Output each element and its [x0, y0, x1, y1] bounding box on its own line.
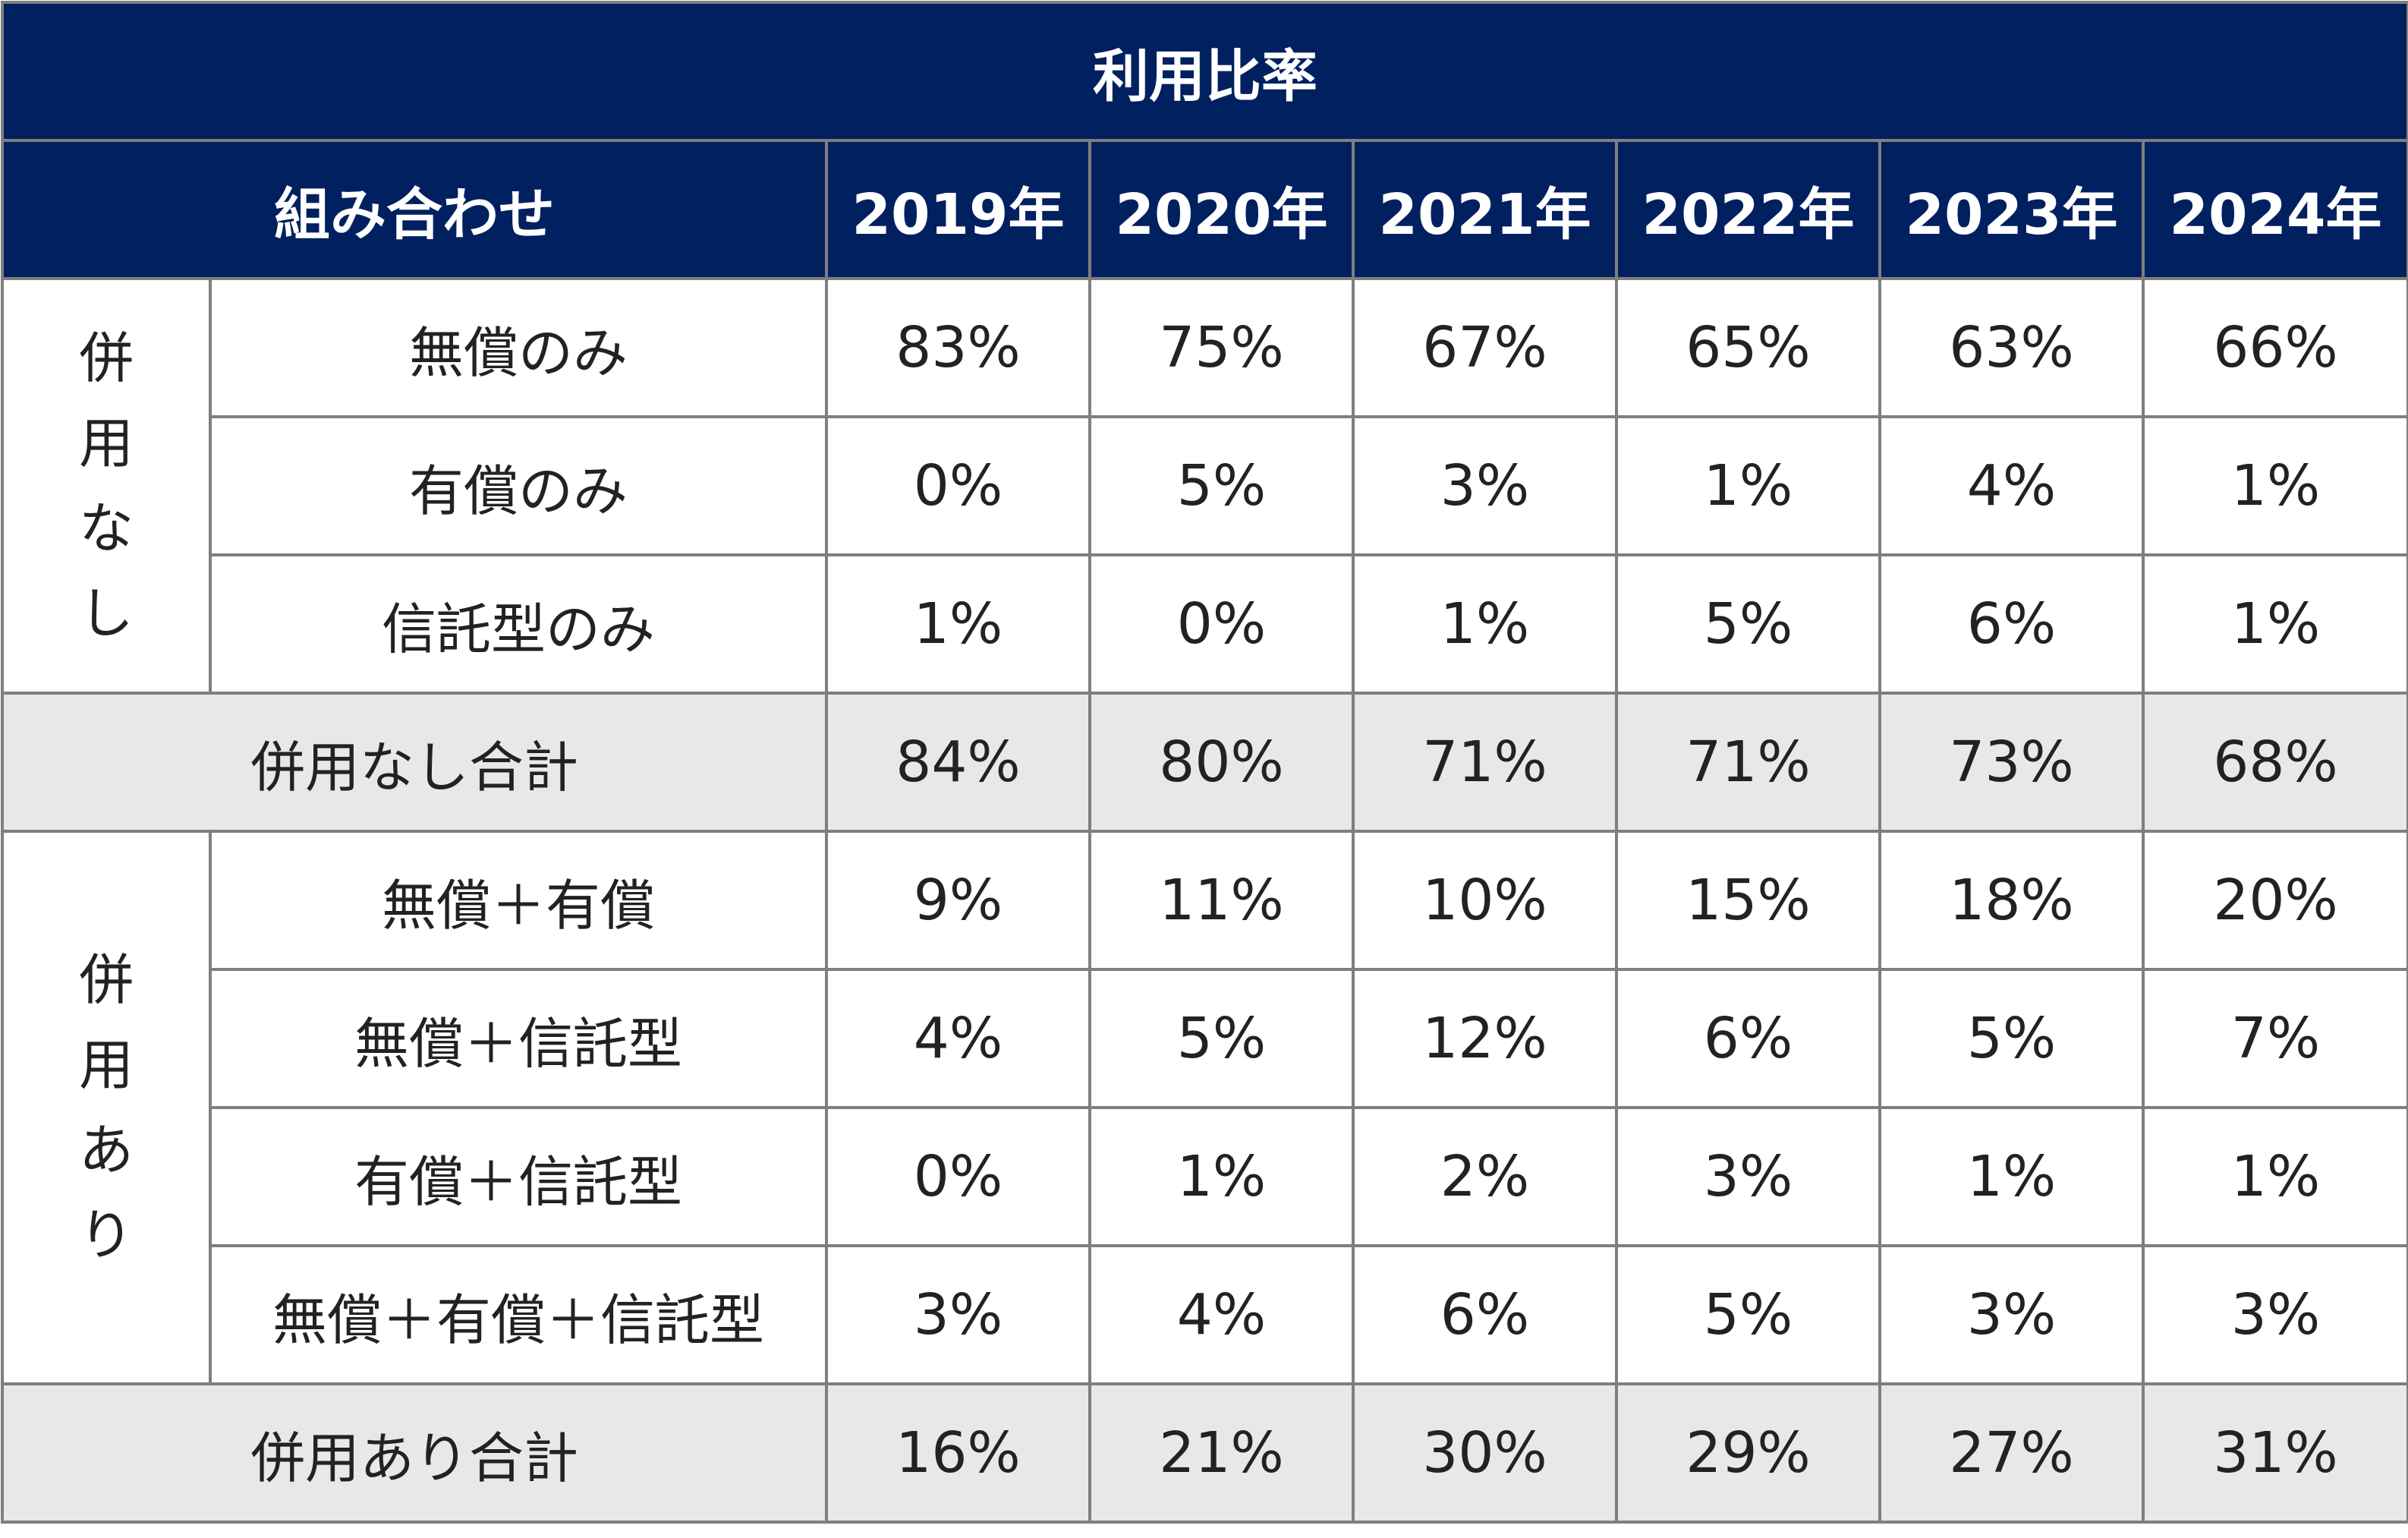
value-cell: 4%	[1088, 1244, 1355, 1385]
value-cell: 2%	[1352, 1106, 1618, 1247]
total-label: 併用なし合計	[1, 692, 828, 833]
total-label: 併用あり合計	[1, 1382, 828, 1524]
value-cell: 20%	[2142, 830, 2408, 971]
value-cell: 1%	[1088, 1106, 1355, 1247]
table-row: 併用あり 無償＋有償 9% 11% 10% 15% 18% 20%	[1, 830, 2408, 1385]
value-cell: 1%	[1352, 553, 1618, 695]
value-cell: 15%	[1615, 830, 1881, 971]
value-cell: 0%	[825, 415, 1091, 556]
value-cell: 0%	[1088, 553, 1355, 695]
value-cell: 75%	[1088, 277, 1355, 418]
value-cell: 5%	[1088, 968, 1355, 1109]
group-label: 併用あり	[78, 948, 134, 1267]
value-cell: 4%	[1878, 415, 2145, 556]
year-header: 2019年	[825, 139, 1091, 280]
table-row: 無償＋有償＋信託型 3% 4% 6% 5% 3% 3%	[2, 1244, 2408, 1385]
group-label-cell: 併用あり	[1, 830, 212, 1385]
table-row: 併用なし 無償のみ 83% 75% 67% 65% 63% 66%	[1, 277, 2408, 695]
total-value-cell: 84%	[825, 692, 1091, 833]
value-cell: 3%	[2142, 1244, 2408, 1385]
value-cell: 6%	[1615, 968, 1881, 1109]
combination-header: 組み合わせ	[1, 139, 828, 280]
total-value-cell: 73%	[1878, 692, 2145, 833]
value-cell: 5%	[1878, 968, 2145, 1109]
row-label: 有償＋信託型	[209, 1106, 828, 1247]
total-value-cell: 80%	[1088, 692, 1355, 833]
value-cell: 63%	[1878, 277, 2145, 418]
value-cell: 5%	[1615, 1244, 1881, 1385]
value-cell: 18%	[1878, 830, 2145, 971]
value-cell: 67%	[1352, 277, 1618, 418]
group-label: 併用なし	[78, 326, 134, 645]
total-value-cell: 21%	[1088, 1382, 1355, 1524]
value-cell: 7%	[2142, 968, 2408, 1109]
header-row: 組み合わせ 2019年 2020年 2021年 2022年 2023年 2024…	[1, 139, 2408, 280]
value-cell: 0%	[825, 1106, 1091, 1247]
total-value-cell: 68%	[2142, 692, 2408, 833]
value-cell: 1%	[2142, 415, 2408, 556]
total-value-cell: 16%	[825, 1382, 1091, 1524]
value-cell: 6%	[1352, 1244, 1618, 1385]
table-row: 無償＋信託型 4% 5% 12% 6% 5% 7%	[2, 968, 2408, 1109]
year-header: 2023年	[1878, 139, 2145, 280]
value-cell: 66%	[2142, 277, 2408, 418]
value-cell: 3%	[1878, 1244, 2145, 1385]
year-header: 2022年	[1615, 139, 1881, 280]
table-row: 有償＋信託型 0% 1% 2% 3% 1% 1%	[2, 1106, 2408, 1247]
value-cell: 1%	[1878, 1106, 2145, 1247]
row-label: 無償＋有償	[209, 830, 828, 971]
value-cell: 3%	[1352, 415, 1618, 556]
table-row: 有償のみ 0% 5% 3% 1% 4% 1%	[2, 415, 2408, 556]
total-value-cell: 71%	[1352, 692, 1618, 833]
total-value-cell: 27%	[1878, 1382, 2145, 1524]
total-value-cell: 29%	[1615, 1382, 1881, 1524]
value-cell: 65%	[1615, 277, 1881, 418]
year-header: 2024年	[2142, 139, 2408, 280]
value-cell: 1%	[2142, 553, 2408, 695]
value-cell: 1%	[1615, 415, 1881, 556]
total-value-cell: 30%	[1352, 1382, 1618, 1524]
value-cell: 3%	[825, 1244, 1091, 1385]
title-row: 利用比率	[1, 1, 2408, 142]
value-cell: 11%	[1088, 830, 1355, 971]
value-cell: 1%	[2142, 1106, 2408, 1247]
table-title: 利用比率	[1, 1, 2408, 142]
total-row: 併用あり合計 16% 21% 30% 29% 27% 31%	[1, 1382, 2408, 1524]
value-cell: 6%	[1878, 553, 2145, 695]
total-value-cell: 31%	[2142, 1382, 2408, 1524]
value-cell: 9%	[825, 830, 1091, 971]
row-label: 無償のみ	[209, 277, 828, 418]
row-label: 無償＋有償＋信託型	[209, 1244, 828, 1385]
value-cell: 83%	[825, 277, 1091, 418]
total-row: 併用なし合計 84% 80% 71% 71% 73% 68%	[1, 692, 2408, 833]
value-cell: 1%	[825, 553, 1091, 695]
value-cell: 12%	[1352, 968, 1618, 1109]
value-cell: 5%	[1615, 553, 1881, 695]
year-header: 2021年	[1352, 139, 1618, 280]
value-cell: 5%	[1088, 415, 1355, 556]
row-label: 無償＋信託型	[209, 968, 828, 1109]
value-cell: 3%	[1615, 1106, 1881, 1247]
value-cell: 10%	[1352, 830, 1618, 971]
total-value-cell: 71%	[1615, 692, 1881, 833]
row-label: 信託型のみ	[209, 553, 828, 695]
value-cell: 4%	[825, 968, 1091, 1109]
group-label-cell: 併用なし	[1, 277, 212, 695]
table-row: 信託型のみ 1% 0% 1% 5% 6% 1%	[2, 553, 2408, 695]
row-label: 有償のみ	[209, 415, 828, 556]
year-header: 2020年	[1088, 139, 1355, 280]
